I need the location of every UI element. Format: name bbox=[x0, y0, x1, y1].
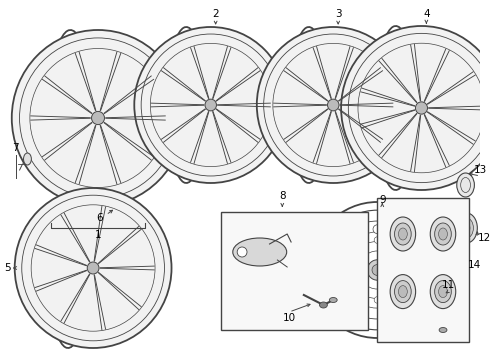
Circle shape bbox=[87, 262, 99, 274]
Ellipse shape bbox=[435, 280, 451, 303]
Text: 2: 2 bbox=[212, 9, 219, 19]
Circle shape bbox=[373, 225, 382, 234]
Circle shape bbox=[402, 276, 409, 283]
Text: 9: 9 bbox=[379, 195, 386, 205]
Circle shape bbox=[237, 247, 247, 257]
Text: 1: 1 bbox=[95, 230, 101, 240]
Ellipse shape bbox=[430, 217, 456, 251]
Ellipse shape bbox=[398, 285, 407, 298]
Text: 14: 14 bbox=[468, 260, 481, 270]
Text: 3: 3 bbox=[335, 9, 342, 19]
Text: 5: 5 bbox=[4, 263, 11, 273]
Ellipse shape bbox=[394, 280, 411, 303]
Text: 10: 10 bbox=[283, 313, 295, 323]
Text: 7: 7 bbox=[12, 143, 19, 153]
Circle shape bbox=[392, 243, 398, 249]
Ellipse shape bbox=[390, 217, 416, 251]
Circle shape bbox=[372, 265, 383, 275]
Ellipse shape bbox=[463, 223, 470, 233]
Circle shape bbox=[396, 298, 405, 307]
Circle shape bbox=[92, 111, 104, 125]
Circle shape bbox=[205, 99, 217, 111]
Ellipse shape bbox=[329, 297, 337, 302]
Text: 6: 6 bbox=[97, 213, 103, 223]
Text: 12: 12 bbox=[478, 233, 490, 243]
Bar bbox=[220, 212, 368, 330]
Circle shape bbox=[411, 253, 420, 262]
Circle shape bbox=[392, 291, 398, 297]
Circle shape bbox=[374, 297, 381, 303]
Ellipse shape bbox=[439, 228, 447, 240]
Circle shape bbox=[374, 237, 381, 243]
Ellipse shape bbox=[390, 275, 416, 309]
Circle shape bbox=[257, 27, 410, 183]
Bar bbox=[377, 198, 468, 342]
Circle shape bbox=[349, 298, 358, 307]
Ellipse shape bbox=[456, 213, 477, 243]
Circle shape bbox=[357, 291, 363, 297]
Circle shape bbox=[402, 257, 409, 264]
Ellipse shape bbox=[430, 275, 456, 309]
Ellipse shape bbox=[457, 173, 474, 197]
Text: 13: 13 bbox=[474, 165, 487, 175]
Circle shape bbox=[346, 276, 353, 283]
Circle shape bbox=[15, 188, 171, 348]
Circle shape bbox=[12, 30, 184, 206]
Circle shape bbox=[341, 26, 490, 190]
Circle shape bbox=[416, 102, 427, 114]
Circle shape bbox=[368, 260, 388, 280]
Ellipse shape bbox=[24, 153, 31, 165]
Text: 4: 4 bbox=[423, 9, 430, 19]
Ellipse shape bbox=[439, 328, 447, 333]
Ellipse shape bbox=[233, 238, 287, 266]
Circle shape bbox=[346, 257, 353, 264]
Text: 8: 8 bbox=[279, 191, 286, 201]
Circle shape bbox=[134, 27, 287, 183]
Circle shape bbox=[327, 99, 339, 111]
Ellipse shape bbox=[460, 218, 473, 238]
Ellipse shape bbox=[435, 223, 451, 245]
Ellipse shape bbox=[398, 228, 407, 240]
Circle shape bbox=[357, 243, 363, 249]
Circle shape bbox=[335, 253, 343, 262]
Ellipse shape bbox=[394, 223, 411, 245]
Ellipse shape bbox=[439, 285, 447, 298]
Ellipse shape bbox=[319, 302, 327, 308]
Text: 11: 11 bbox=[442, 280, 456, 290]
